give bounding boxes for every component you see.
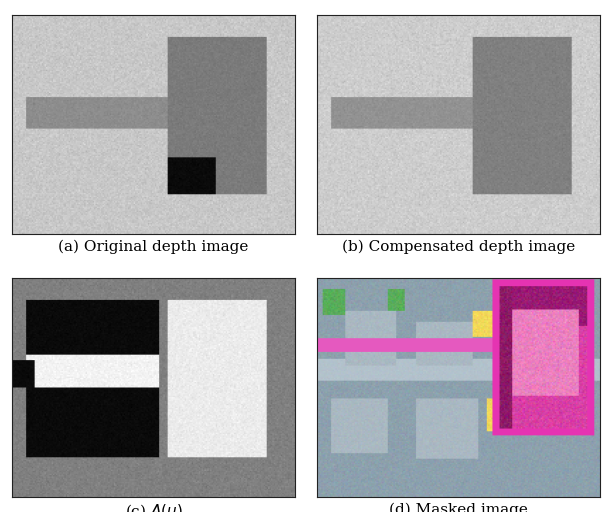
X-axis label: (d) Masked image: (d) Masked image (389, 502, 528, 512)
X-axis label: (b) Compensated depth image: (b) Compensated depth image (342, 240, 575, 254)
X-axis label: (c) $A(u)$: (c) $A(u)$ (124, 502, 182, 512)
X-axis label: (a) Original depth image: (a) Original depth image (58, 240, 248, 254)
